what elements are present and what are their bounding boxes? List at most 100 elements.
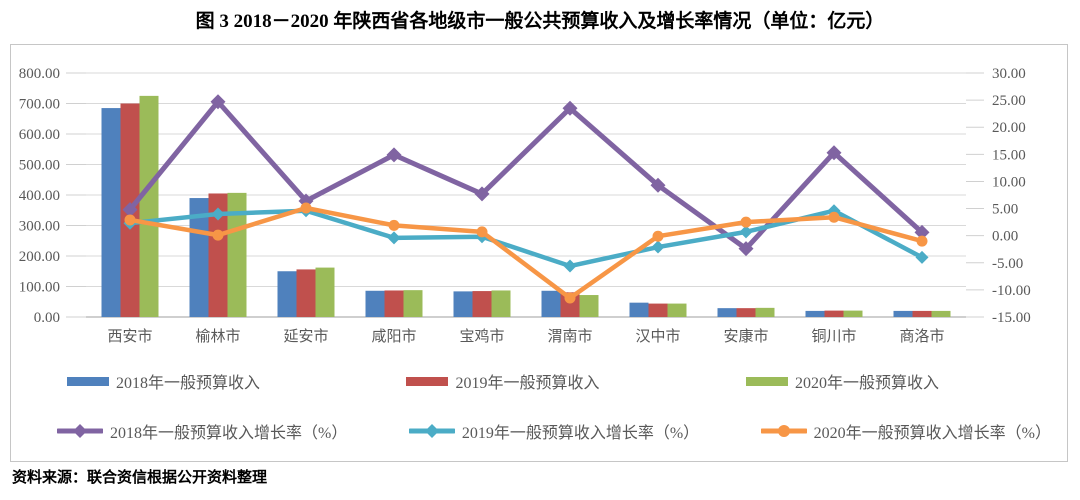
left-axis-label: 700.00 — [19, 97, 60, 113]
bar — [541, 290, 561, 317]
x-axis-label: 延安市 — [283, 328, 328, 345]
line-marker — [916, 235, 928, 247]
left-axis-label: 200.00 — [19, 249, 60, 265]
line-marker — [211, 207, 225, 221]
bar — [384, 290, 404, 317]
line-marker — [739, 225, 753, 239]
x-axis-label: 铜川市 — [811, 328, 856, 345]
legend-item-bar-1: 2019年一般预算收入 — [406, 369, 600, 393]
bar — [805, 310, 825, 317]
line-marker — [915, 250, 929, 264]
legend-label: 2020年一般预算收入 — [794, 375, 939, 392]
line-marker-swatch-icon — [408, 424, 455, 438]
bar — [453, 291, 473, 317]
line-marker — [476, 226, 488, 238]
right-axis-label: 10.00 — [992, 174, 1026, 190]
right-axis-label: -5.00 — [992, 256, 1023, 272]
line-marker — [562, 100, 578, 116]
line-marker — [212, 229, 224, 241]
bar — [931, 310, 951, 317]
bar — [315, 267, 335, 317]
line-marker — [828, 211, 840, 223]
bar — [629, 302, 649, 317]
legend-item-line-2: 2020年一般预算收入增长率（%） — [760, 419, 1051, 443]
bar — [277, 271, 297, 317]
legend-line-series: 2018年一般预算收入增长率（%） 2019年一般预算收入增长率（%） 2020年一… — [11, 419, 1067, 443]
bar-swatch-icon — [406, 376, 449, 386]
bar — [189, 198, 209, 317]
bar — [824, 310, 844, 317]
line-marker — [650, 177, 666, 193]
bar — [579, 295, 599, 317]
right-axis-label: 15.00 — [992, 147, 1026, 163]
line-marker — [826, 145, 842, 161]
legend-label: 2018年一般预算收入增长率（%） — [110, 425, 348, 442]
combo-chart-svg: 0.00 100.00 200.00 300.00 400.00 500.00 600.00… — [19, 66, 1031, 345]
bar — [648, 303, 668, 317]
line-marker — [738, 241, 754, 257]
line-marker — [652, 230, 664, 242]
legend-label: 2019年一般预算收入 — [455, 375, 600, 392]
x-axis-label: 汉中市 — [635, 328, 680, 345]
line-marker — [124, 214, 136, 226]
line-marker — [388, 219, 400, 231]
legend-label: 2018年一般预算收入 — [116, 375, 261, 392]
bar — [472, 291, 492, 317]
legend-item-line-1: 2019年一般预算收入增长率（%） — [408, 419, 700, 443]
bar — [893, 310, 913, 317]
x-axis-label: 榆林市 — [195, 328, 240, 345]
growth-line — [127, 99, 925, 252]
right-axis-label: -10.00 — [992, 283, 1031, 299]
bar — [912, 310, 932, 317]
right-axis-label: 20.00 — [992, 120, 1026, 136]
line-marker — [210, 94, 226, 110]
bar — [227, 192, 247, 317]
left-axis-label: 100.00 — [19, 280, 60, 296]
bar — [491, 290, 511, 317]
right-axis-label: 0.00 — [992, 229, 1018, 245]
left-axis-label: 500.00 — [19, 158, 60, 174]
legend-label: 2019年一般预算收入增长率（%） — [461, 425, 700, 442]
bar — [843, 310, 863, 317]
bar — [101, 108, 121, 317]
bar-swatch-icon — [745, 376, 788, 386]
chart-title: 图 3 2018－2020 年陕西省各地级市一般公共预算收入及增长率情况（单位：… — [195, 11, 885, 32]
x-axis-label: 咸阳市 — [371, 328, 416, 345]
left-axis-label: 0.00 — [34, 310, 60, 326]
line-marker — [386, 147, 402, 163]
line-marker — [122, 202, 138, 218]
x-axis-label: 商洛市 — [899, 328, 944, 345]
source-note: 资料来源：联合资信根据公开资料整理 — [12, 470, 268, 486]
bar-swatch-icon — [67, 376, 109, 386]
line-marker-swatch-icon — [57, 424, 103, 438]
bar — [755, 307, 775, 317]
left-axis-label: 600.00 — [19, 127, 60, 143]
x-axis-label: 西安市 — [107, 328, 152, 345]
bar — [736, 308, 756, 317]
line-marker — [73, 424, 87, 438]
x-axis-label: 宝鸡市 — [459, 328, 504, 345]
left-axis-label: 800.00 — [19, 66, 60, 82]
line-marker — [424, 424, 439, 438]
bar — [667, 303, 687, 317]
right-axis-label: 30.00 — [992, 66, 1026, 82]
legend-item-line-0: 2018年一般预算收入增长率（%） — [57, 419, 347, 443]
x-axis-label: 渭南市 — [547, 328, 592, 345]
growth-line — [127, 205, 925, 301]
x-axis-label: 安康市 — [723, 328, 768, 345]
legend-label: 2020年一般预算收入增长率（%） — [813, 425, 1051, 442]
bar — [717, 308, 737, 317]
legend-item-bar-2: 2020年一般预算收入 — [745, 369, 939, 393]
line-marker — [564, 292, 576, 304]
bar — [365, 290, 385, 317]
line-marker — [387, 231, 401, 245]
bar — [208, 193, 228, 317]
line-marker-swatch-icon — [760, 425, 807, 437]
line-marker — [300, 202, 312, 214]
right-axis-label: 5.00 — [992, 202, 1018, 218]
line-marker — [914, 224, 930, 240]
line-marker — [651, 240, 665, 254]
line-marker — [474, 186, 490, 202]
legend-item-bar-0: 2018年一般预算收入 — [67, 369, 260, 393]
legend-bar-series: 2018年一般预算收入 2019年一般预算收入 2020年一般预算收入 — [11, 369, 1067, 393]
